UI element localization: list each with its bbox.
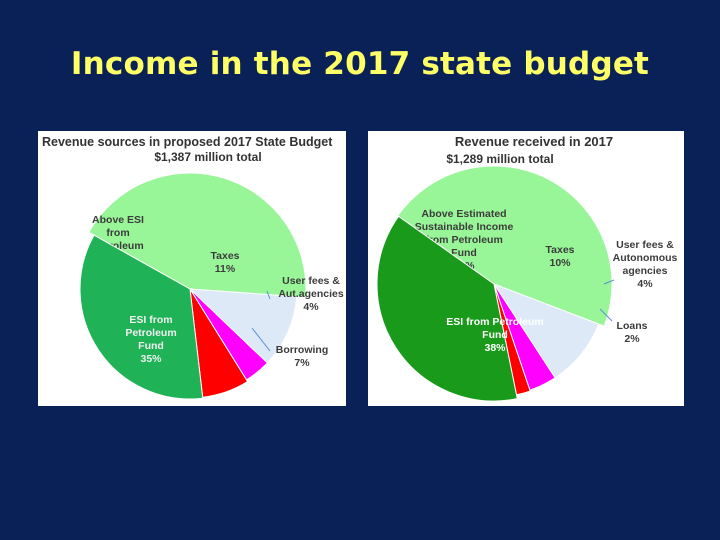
pie-chart-proposed: Revenue sources in proposed 2017 State B… (42, 135, 344, 400)
slice-value-label: 7% (294, 357, 310, 369)
slice-value-label: 35% (140, 353, 162, 365)
slice-label: ESI from Petroleum Fund 38% (446, 316, 543, 354)
slice-value-label: 4% (303, 301, 319, 313)
slice-value-label: 10% (549, 257, 571, 269)
pie-chart-received: Revenue received in 2017 $1,289 million … (376, 134, 678, 402)
leader-line (251, 327, 271, 352)
chart-subtitle: $1,387 million total (154, 150, 261, 164)
slice-value-label: 38% (484, 342, 506, 354)
pie-slice (188, 288, 298, 364)
slice-label: ESI from Petroleum Fund 35% (125, 314, 176, 365)
pie-slice (79, 234, 204, 400)
chart-title: Revenue received in 2017 (455, 134, 613, 149)
slice-label: User fees & Autonomous agencies 4% (613, 239, 678, 290)
pie-slice (376, 215, 518, 402)
slice-value-label: 2% (624, 333, 640, 345)
slice-label: Taxes 10% (546, 244, 575, 269)
slice-label: Taxes 11% (211, 250, 240, 275)
leader-line (266, 290, 271, 300)
slice-value-label: 11% (215, 263, 236, 275)
slice-label: User fees & Aut.agencies 4% (278, 275, 344, 313)
slice-label: Borrowing 7% (276, 344, 329, 369)
pie-slice (397, 165, 613, 327)
chart-subtitle: $1,289 million total (446, 152, 553, 166)
slice-label: Loans 2% (617, 320, 648, 345)
chart-title: Revenue sources in proposed 2017 State B… (42, 135, 333, 149)
slide-title: Income in the 2017 state budget (70, 46, 650, 82)
leader-line (603, 279, 615, 285)
pie-slice (88, 172, 307, 298)
chart-panel-proposed: Revenue sources in proposed 2017 State B… (38, 131, 346, 406)
leader-line (599, 308, 613, 322)
slice-value-label: 4% (637, 278, 653, 290)
chart-panel-received: Revenue received in 2017 $1,289 million … (368, 131, 684, 406)
